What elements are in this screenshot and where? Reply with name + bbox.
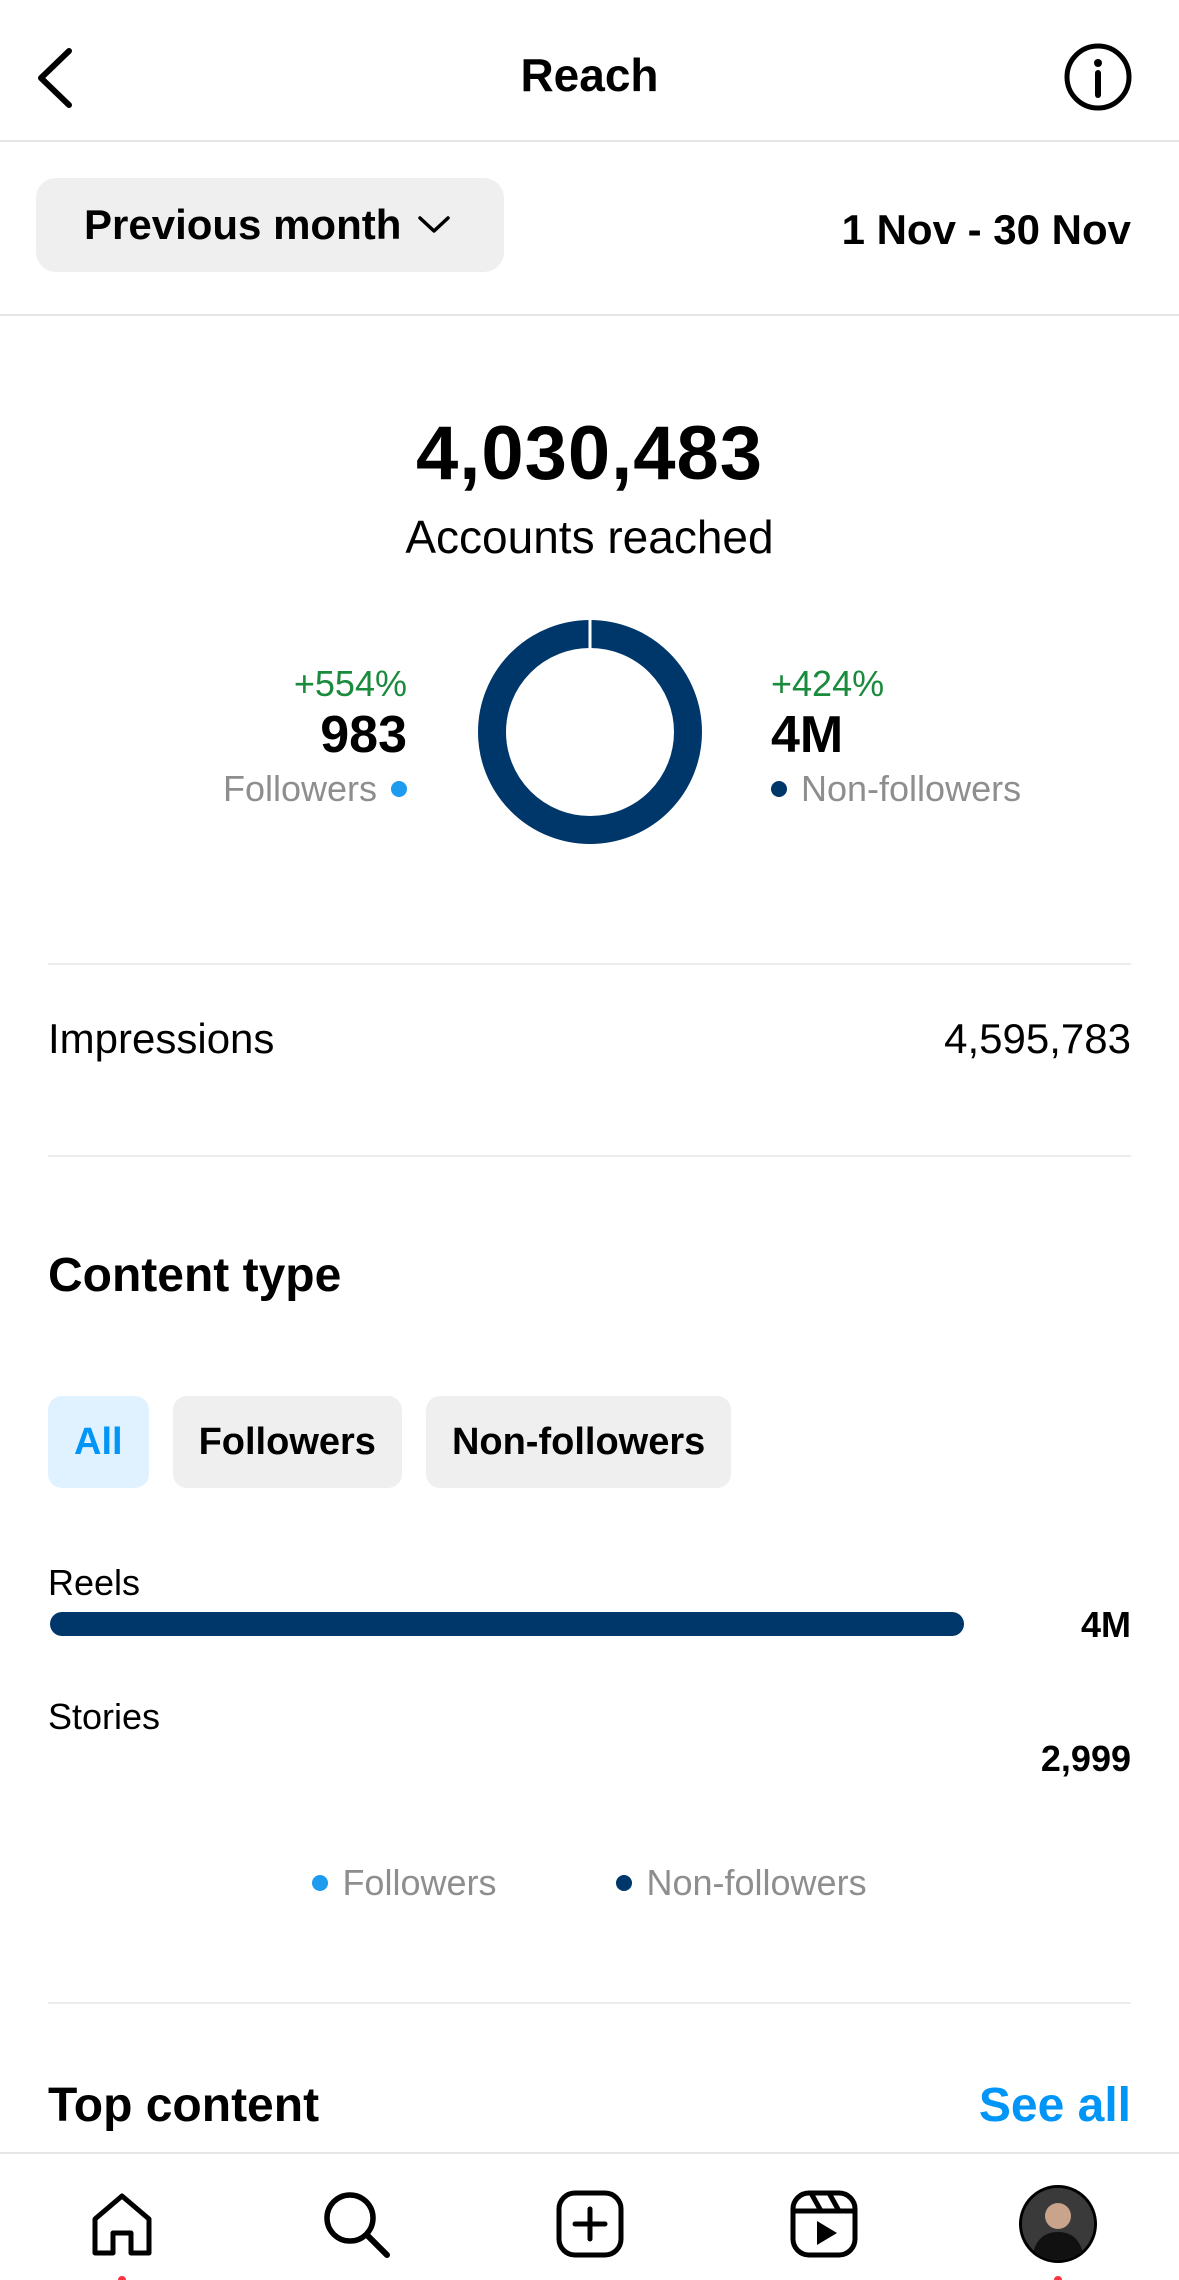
legend-followers: Followers xyxy=(312,1862,496,1904)
nav-create[interactable] xyxy=(550,2184,630,2264)
impressions-value: 4,595,783 xyxy=(944,1015,1131,1062)
accounts-reached-total: 4,030,483 xyxy=(415,411,764,496)
non-followers-change: +424% xyxy=(771,663,885,704)
nav-search[interactable] xyxy=(316,2184,396,2264)
legend-followers-dot xyxy=(312,1875,329,1891)
legend-non-followers-dot xyxy=(616,1875,633,1891)
chip-all[interactable]: All xyxy=(48,1396,149,1488)
content-type-legend: Followers Non-followers xyxy=(0,1862,1179,1904)
chip-non-followers[interactable]: Non-followers xyxy=(425,1396,732,1488)
non-followers-value: 4M xyxy=(771,706,844,764)
non-followers-label-row: Non-followers xyxy=(771,764,1021,814)
followers-dot xyxy=(391,781,407,797)
home-icon xyxy=(92,2193,152,2256)
impressions-row: Impressions 4,595,783 xyxy=(48,1015,1131,1063)
reels-icon xyxy=(790,2190,858,2258)
followers-label: Followers xyxy=(222,768,377,809)
chevron-down-icon xyxy=(418,216,451,233)
create-icon xyxy=(556,2190,624,2258)
followers-label-row: Followers xyxy=(223,764,407,814)
stories-value: 2,999 xyxy=(1040,1738,1131,1779)
profile-notification-dot xyxy=(1054,2276,1062,2280)
content-type-filter: All Followers Non-followers xyxy=(48,1396,732,1488)
page-title: Reach xyxy=(520,49,659,101)
avatar-image xyxy=(1022,2188,1094,2260)
info-icon xyxy=(1064,43,1132,111)
content-type-title: Content type xyxy=(48,1249,342,1302)
divider xyxy=(48,963,1131,965)
top-bar: Reach xyxy=(0,0,1179,142)
legend-followers-label: Followers xyxy=(342,1862,497,1903)
top-content-title: Top content xyxy=(48,2079,320,2132)
chip-followers[interactable]: Followers xyxy=(172,1396,402,1488)
stories-label: Stories xyxy=(48,1696,161,1737)
period-dropdown[interactable]: Previous month xyxy=(36,178,504,272)
donut-slice-non-followers xyxy=(478,620,702,844)
top-content-header: Top content See all xyxy=(48,2078,1131,2133)
non-followers-dot xyxy=(771,781,787,797)
reels-label: Reels xyxy=(48,1562,141,1603)
reels-bar-track xyxy=(50,1612,964,1636)
filter-bar: Previous month 1 Nov - 30 Nov xyxy=(0,142,1179,316)
followers-value: 983 xyxy=(320,706,407,764)
reels-bar xyxy=(50,1612,964,1636)
impressions-label: Impressions xyxy=(48,1015,275,1062)
period-label: Previous month xyxy=(84,201,402,248)
non-followers-label: Non-followers xyxy=(801,768,1022,809)
nav-home[interactable] xyxy=(82,2184,162,2280)
legend-non-followers-label: Non-followers xyxy=(646,1862,867,1903)
back-button[interactable] xyxy=(18,38,88,118)
home-notification-dot xyxy=(118,2276,126,2280)
info-button[interactable] xyxy=(1063,42,1133,112)
followers-stat: +554% 983 Followers xyxy=(223,662,407,814)
divider xyxy=(48,1155,1131,1157)
chevron-left-icon xyxy=(38,48,72,108)
search-icon xyxy=(324,2192,390,2258)
reach-donut-chart xyxy=(478,620,702,844)
date-range: 1 Nov - 30 Nov xyxy=(841,206,1131,253)
non-followers-stat: +424% 4M Non-followers xyxy=(771,662,1021,814)
divider xyxy=(48,2002,1131,2004)
profile-avatar xyxy=(1019,2185,1097,2263)
accounts-reached-label: Accounts reached xyxy=(405,511,774,563)
followers-change: +554% xyxy=(293,663,407,704)
nav-profile[interactable] xyxy=(1018,2184,1098,2280)
legend-non-followers: Non-followers xyxy=(616,1862,867,1904)
reels-value: 4M xyxy=(1080,1604,1131,1645)
see-all-link[interactable]: See all xyxy=(978,2079,1131,2132)
nav-reels[interactable] xyxy=(784,2184,864,2264)
bottom-nav xyxy=(0,2152,1179,2280)
